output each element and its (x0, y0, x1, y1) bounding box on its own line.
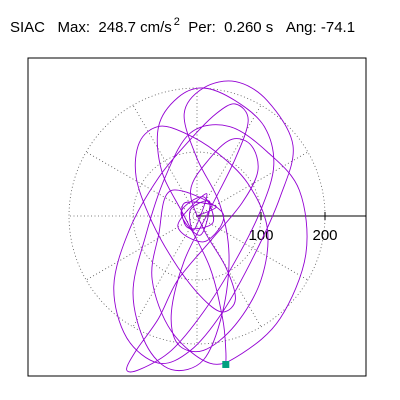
grid-spoke-240 (132, 215, 198, 328)
grid-spoke-30 (196, 151, 309, 217)
plot-title: SIAC Max: 248.7 cm/s 2 Per: 0.260 s Ang: … (10, 16, 355, 36)
angle-label: Ang: (285, 19, 317, 36)
unit-exponent: 2 (173, 16, 180, 28)
radial-tick-label-200: 200 (312, 227, 337, 244)
angle-value: -74.1 (320, 19, 356, 36)
grid-spoke-120 (132, 104, 198, 217)
plot-frame (27, 57, 367, 377)
max-value: 248.7 cm/s (98, 19, 172, 36)
station-code: SIAC (10, 19, 46, 36)
period-label: Per: (188, 19, 216, 36)
period-value: 0.260 s (224, 19, 274, 36)
max-label: Max: (57, 19, 91, 36)
grid-spoke-210 (85, 215, 198, 281)
end-point-marker (222, 360, 230, 368)
particle-motion-trace (113, 80, 308, 373)
grid-spoke-60 (196, 104, 262, 217)
grid-spoke-330 (196, 215, 309, 281)
grid-spoke-150 (85, 151, 198, 217)
